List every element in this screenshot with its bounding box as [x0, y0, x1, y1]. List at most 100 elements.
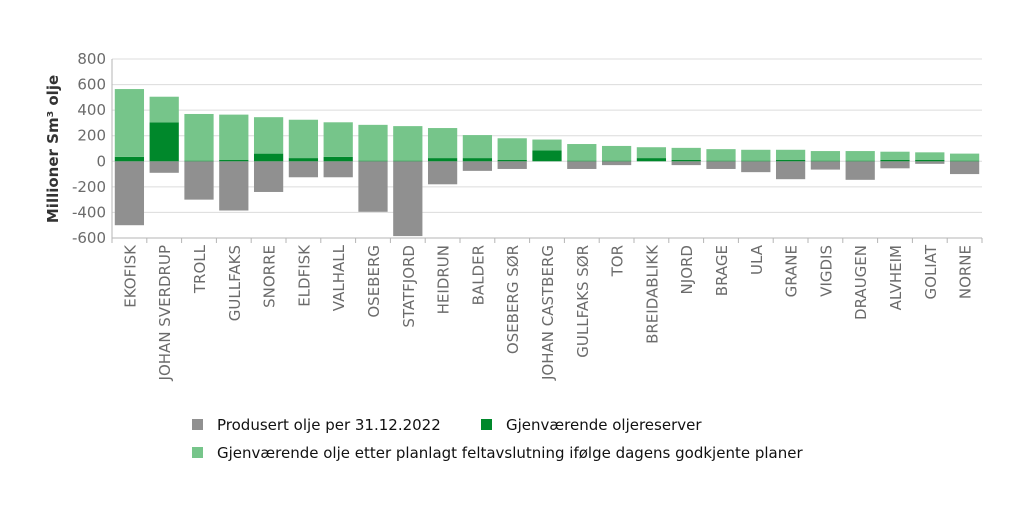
bar-reserves	[845, 160, 875, 162]
bar-produced	[880, 161, 910, 169]
bar-remaining	[114, 89, 145, 157]
bar-remaining	[775, 149, 806, 161]
x-tick-label: HEIDRUN	[435, 245, 453, 314]
bar-produced	[741, 161, 771, 173]
bar-remaining	[358, 124, 388, 161]
bar-reserves	[323, 156, 353, 162]
bar-reserves	[462, 158, 493, 162]
y-tick-label: 200	[77, 127, 106, 145]
bar-produced	[497, 161, 527, 169]
bar-reserves	[149, 122, 179, 162]
bar-reserves	[741, 160, 771, 162]
bar-produced	[462, 161, 493, 171]
y-tick-label: 0	[96, 152, 106, 170]
bar-remaining	[497, 138, 527, 161]
bar-produced	[219, 161, 249, 211]
bar-remaining	[219, 114, 249, 161]
bar-produced	[601, 161, 632, 166]
y-tick-label: 800	[77, 50, 106, 68]
bar-produced	[114, 161, 145, 226]
x-tick-label: TOR	[609, 245, 627, 277]
x-tick-label: VIGDIS	[817, 245, 835, 297]
bar-remaining	[845, 151, 875, 161]
bar-reserves	[636, 158, 667, 162]
x-tick-label: GRANE	[783, 245, 801, 297]
bar-produced	[184, 161, 214, 200]
legend: Produsert olje per 31.12.2022 Gjenværende…	[192, 416, 803, 462]
bar-reserves	[671, 160, 701, 162]
bar-produced	[358, 161, 388, 212]
bar-produced	[253, 161, 284, 192]
bar-remaining	[671, 147, 701, 161]
bar-reserves	[427, 158, 458, 162]
y-tick-label: 600	[77, 76, 106, 94]
x-tick-label: GULLFAKS SØR	[574, 245, 592, 358]
axis-layer: 800 600 400 200 0 -200 -400 -600 EKOFISK JOHAN SV…	[72, 50, 983, 381]
bar-remaining	[741, 149, 771, 161]
bar-produced	[706, 161, 736, 169]
bar-reserves	[288, 158, 319, 162]
bar-reserves	[219, 160, 249, 162]
x-tick-label: ULA	[748, 244, 766, 275]
bar-produced	[393, 161, 423, 237]
bar-reserves	[253, 153, 284, 162]
legend-swatch	[192, 419, 203, 430]
bar-reserves	[915, 160, 945, 162]
x-tick-label: GOLIAT	[922, 244, 940, 299]
bar-reserves	[358, 160, 388, 162]
bar-remaining	[393, 126, 423, 161]
x-tick-label: TROLL	[191, 244, 209, 294]
y-tick-label: -200	[72, 178, 106, 196]
x-tick-label: JOHAN SVERDRUP	[156, 245, 174, 381]
legend-swatch	[481, 419, 492, 430]
bar-reserves	[949, 160, 980, 162]
bar-reserves	[810, 160, 841, 162]
x-tick-label: ELDFISK	[295, 244, 313, 307]
x-tick-label: SNORRE	[261, 245, 279, 308]
bar-produced	[288, 161, 319, 178]
bar-remaining	[532, 139, 562, 151]
x-tick-label: OSEBERG SØR	[504, 245, 522, 354]
bar-reserves	[114, 156, 145, 162]
bar-remaining	[149, 96, 179, 123]
bar-remaining	[462, 135, 493, 159]
x-tick-label: BREIDABLIKK	[643, 244, 661, 344]
bar-remaining	[288, 119, 319, 159]
bar-produced	[149, 161, 179, 173]
legend-label: Gjenværende oljereserver	[506, 416, 702, 434]
bar-reserves	[184, 160, 214, 162]
bar-produced	[323, 161, 353, 178]
bar-produced	[775, 161, 806, 180]
x-tick-label: JOHAN CASTBERG	[539, 245, 557, 381]
x-tick-label: OSEBERG	[365, 245, 383, 318]
bar-remaining	[949, 153, 980, 161]
bar-reserves	[880, 160, 910, 162]
bar-produced	[845, 161, 875, 180]
x-tick-label: EKOFISK	[121, 244, 139, 308]
x-tick-label: GULLFAKS	[226, 245, 244, 321]
bar-remaining	[323, 122, 353, 157]
bar-reserves	[497, 160, 527, 162]
bar-produced	[949, 161, 980, 175]
bar-remaining	[915, 152, 945, 161]
x-tick-label: DRAUGEN	[852, 245, 870, 320]
bar-remaining	[184, 113, 214, 161]
bar-reserves	[601, 160, 632, 162]
bar-remaining	[253, 117, 284, 154]
bar-remaining	[427, 128, 458, 159]
bar-remaining	[706, 149, 736, 161]
bar-produced	[915, 161, 945, 164]
x-tick-label: BRAGE	[713, 245, 731, 296]
bar-remaining	[880, 151, 910, 161]
bar-produced	[671, 161, 701, 166]
bar-reserves	[775, 160, 806, 162]
y-tick-label: -600	[72, 229, 106, 247]
bar-produced	[567, 161, 597, 169]
bar-reserves	[706, 160, 736, 162]
bar-reserves	[393, 160, 423, 162]
bar-remaining	[636, 147, 667, 159]
bar-remaining	[601, 145, 632, 161]
y-tick-label: 400	[77, 101, 106, 119]
